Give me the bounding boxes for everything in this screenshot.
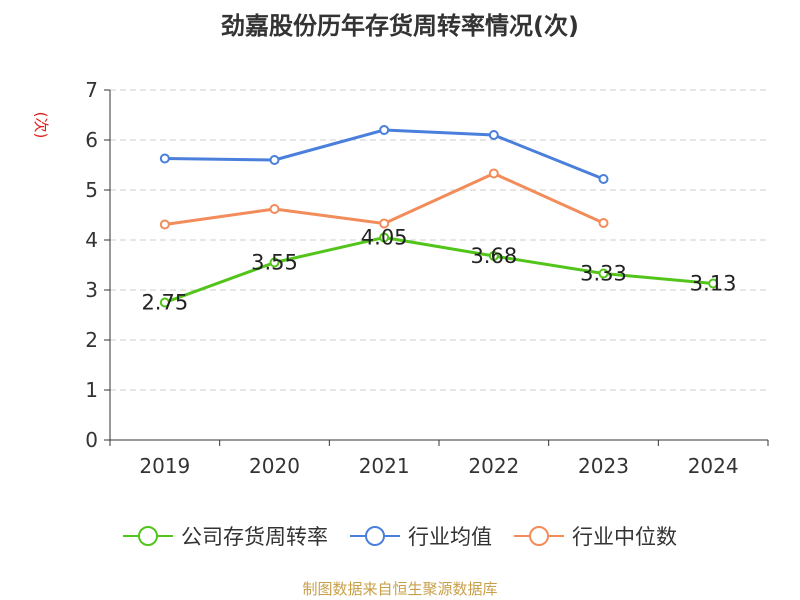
- data-point[interactable]: [379, 232, 390, 243]
- chart-title: 劲嘉股份历年存货周转率情况(次): [221, 12, 579, 40]
- data-point[interactable]: [488, 251, 499, 261]
- x-tick-label: 2023: [578, 454, 629, 478]
- x-tick-label: 2024: [688, 454, 739, 478]
- series-line: [164, 172, 605, 226]
- data-point[interactable]: [598, 174, 609, 184]
- y-tick-label: 3: [85, 278, 98, 302]
- x-tick-label: 2022: [468, 454, 519, 478]
- data-label: 3.55: [251, 251, 298, 275]
- legend-label-industry-mean: 行业均值: [408, 525, 492, 549]
- data-point[interactable]: [598, 268, 609, 279]
- legend-label-company: 公司存货周转率: [181, 525, 328, 549]
- data-label: 2.75: [141, 291, 188, 315]
- y-tick-label: 2: [85, 328, 98, 352]
- y-tick-label: 7: [85, 78, 98, 102]
- data-point[interactable]: [269, 204, 280, 214]
- y-tick-labels: 0 1 2 3 4 5 6 7: [85, 78, 98, 452]
- data-point[interactable]: [269, 257, 280, 268]
- series-line: [164, 128, 605, 181]
- legend-symbol-industry-mean: [350, 526, 400, 546]
- data-label: 4.05: [361, 226, 408, 250]
- axes: [104, 89, 769, 446]
- data-point[interactable]: [159, 297, 170, 308]
- data-point[interactable]: [379, 125, 390, 135]
- data-label: 3.68: [470, 244, 517, 268]
- x-tick-label: 2019: [139, 454, 190, 478]
- data-point[interactable]: [488, 130, 499, 140]
- y-tick-label: 6: [85, 128, 98, 152]
- data-labels: 2.75 3.55 4.05 3.68 3.33 3.13: [141, 226, 736, 315]
- legend-symbol-company: [123, 526, 173, 546]
- legend-symbol-industry-median: [514, 526, 564, 546]
- data-point[interactable]: [708, 278, 719, 289]
- y-tick-label: 0: [85, 428, 98, 452]
- series-line: [164, 236, 714, 304]
- legend-item-industry-median[interactable]: 行业中位数: [514, 521, 677, 551]
- data-point[interactable]: [159, 219, 170, 230]
- legend: 公司存货周转率 行业均值 行业中位数: [0, 518, 800, 554]
- y-tick-label: 5: [85, 178, 98, 202]
- data-point[interactable]: [379, 218, 390, 229]
- x-tick-labels: 2019 2020 2021 2022 2023 2024: [139, 454, 738, 478]
- data-point[interactable]: [488, 168, 499, 179]
- legend-label-industry-median: 行业中位数: [572, 525, 677, 549]
- series-group: [159, 125, 719, 308]
- data-label: 3.13: [690, 272, 737, 296]
- y-tick-label: 1: [85, 378, 98, 402]
- source-note: 制图数据来自恒生聚源数据库: [302, 580, 498, 598]
- y-tick-label: 4: [85, 228, 98, 252]
- legend-item-industry-mean[interactable]: 行业均值: [350, 521, 492, 551]
- legend-item-company[interactable]: 公司存货周转率: [123, 521, 328, 551]
- data-label: 3.33: [580, 262, 627, 286]
- data-point[interactable]: [159, 153, 170, 164]
- grid-lines: [110, 89, 768, 391]
- x-tick-label: 2020: [249, 454, 300, 478]
- data-point[interactable]: [598, 218, 609, 228]
- data-point[interactable]: [269, 155, 280, 165]
- x-tick-label: 2021: [359, 454, 410, 478]
